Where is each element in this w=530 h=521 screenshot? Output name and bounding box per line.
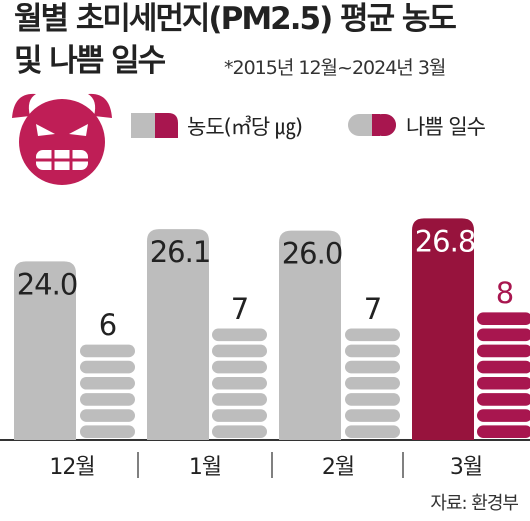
bad-day-pill: [80, 409, 135, 422]
bad-day-pill: [212, 376, 267, 390]
concentration-value-label: 26.8: [415, 224, 476, 258]
concentration-bar: [147, 229, 209, 440]
concentration-value-label: 26.0: [282, 237, 343, 271]
category-label: 1월: [189, 455, 221, 480]
bad-day-pill: [212, 344, 267, 358]
bad-days-value-label: 7: [231, 292, 248, 326]
bad-day-pill: [477, 312, 530, 325]
bad-day-pill: [80, 376, 135, 390]
bad-day-pill: [212, 425, 267, 438]
bad-day-pill: [345, 393, 400, 406]
bad-day-pill: [345, 425, 400, 438]
bad-day-pill: [212, 328, 267, 342]
category-label: 12월: [49, 455, 94, 480]
bad-day-pill: [212, 409, 267, 422]
legend-bad-days-label: 나쁨 일수: [406, 115, 486, 139]
concentration-bar: [279, 230, 341, 440]
chart-title-line2: 및 나쁨 일수: [14, 43, 166, 79]
bad-day-pill: [345, 328, 400, 342]
chart-title: 월별 초미세먼지(PM2.5) 평균 농도: [14, 1, 457, 37]
concentration-value-label: 24.0: [17, 267, 78, 301]
legend-bad-days-marker: [348, 114, 396, 136]
bad-day-pill: [80, 344, 135, 358]
devil-face-icon: [12, 93, 112, 185]
bad-day-pill: [80, 393, 135, 406]
legend-concentration-label: 농도(㎥당 ㎍): [187, 115, 303, 139]
source-note: 자료: 환경부: [430, 493, 519, 514]
bad-day-pill: [212, 393, 267, 406]
concentration-bar: [14, 261, 76, 440]
concentration-bar: [412, 218, 474, 440]
bad-days-value-label: 8: [496, 276, 513, 310]
bad-day-pill: [345, 360, 400, 374]
category-label: 2월: [322, 455, 354, 480]
bad-days-value-label: 7: [364, 292, 381, 326]
bad-day-pill: [80, 425, 135, 438]
bad-day-pill: [345, 344, 400, 358]
bad-day-pill: [477, 409, 530, 422]
bad-day-pill: [477, 425, 530, 438]
bad-day-pill: [345, 409, 400, 422]
bad-day-pill: [477, 360, 530, 374]
bad-day-pill: [80, 360, 135, 374]
period-note: *2015년 12월~2024년 3월: [224, 57, 446, 79]
bad-day-pill: [477, 376, 530, 390]
bad-days-value-label: 6: [99, 308, 116, 342]
bad-day-pill: [345, 376, 400, 390]
legend-concentration-marker: [131, 113, 178, 138]
bad-day-pill: [477, 344, 530, 358]
bad-day-pill: [477, 328, 530, 342]
concentration-value-label: 26.1: [150, 235, 211, 269]
category-label: 3월: [450, 455, 482, 480]
bad-day-pill: [212, 360, 267, 374]
bad-day-pill: [477, 393, 530, 406]
